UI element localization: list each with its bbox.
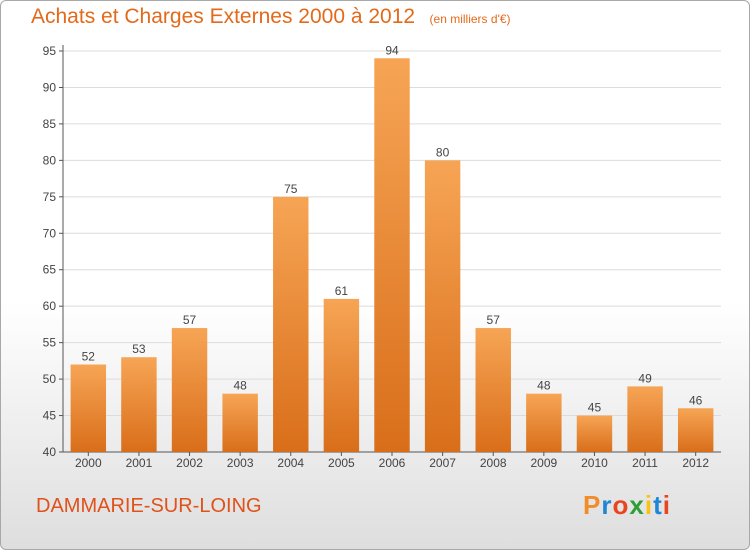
bar xyxy=(70,364,107,452)
x-tick-label: 2007 xyxy=(429,456,456,470)
y-tick-label: 90 xyxy=(43,80,57,94)
chart-unit-label: (en milliers d'€) xyxy=(429,12,511,26)
x-tick-label: 2001 xyxy=(126,456,153,470)
bar-value-label: 57 xyxy=(183,313,197,327)
x-tick-label: 2009 xyxy=(530,456,557,470)
logo-letter: i xyxy=(662,490,671,520)
bar xyxy=(576,415,613,452)
y-tick-label: 70 xyxy=(43,226,57,240)
bar-value-label: 61 xyxy=(335,284,349,298)
logo-letter: x xyxy=(629,490,645,520)
y-tick-label: 65 xyxy=(43,263,57,277)
commune-name: DAMMARIE-SUR-LOING xyxy=(36,495,262,517)
x-tick-label: 2006 xyxy=(379,456,406,470)
x-tick-label: 2011 xyxy=(632,456,658,470)
proxiti-logo[interactable]: Proxiti xyxy=(583,490,671,521)
x-tick-label: 2002 xyxy=(176,456,203,470)
y-tick-label: 95 xyxy=(43,44,57,58)
x-tick-label: 2000 xyxy=(75,456,102,470)
bar xyxy=(121,357,157,452)
bar-value-label: 53 xyxy=(132,342,146,356)
bar-value-label: 57 xyxy=(487,313,501,327)
x-tick-label: 2010 xyxy=(581,456,608,470)
chart-title-text: Achats et Charges Externes 2000 à 2012 xyxy=(31,5,416,28)
y-tick-label: 75 xyxy=(43,190,57,204)
y-tick-label: 50 xyxy=(43,372,57,386)
logo-letter: t xyxy=(653,490,663,520)
y-tick-label: 40 xyxy=(43,445,57,459)
bar xyxy=(677,408,714,452)
chart-title: Achats et Charges Externes 2000 à 2012 (… xyxy=(31,5,511,29)
bar xyxy=(171,328,208,452)
x-tick-label: 2004 xyxy=(277,456,304,470)
bar xyxy=(273,196,309,452)
bar-value-label: 46 xyxy=(689,393,703,407)
bar-value-label: 48 xyxy=(537,379,551,393)
bar xyxy=(475,328,511,452)
x-tick-label: 2012 xyxy=(682,456,709,470)
bar-value-label: 48 xyxy=(233,379,247,393)
bar xyxy=(323,298,360,452)
x-tick-label: 2003 xyxy=(227,456,254,470)
bar xyxy=(374,58,410,453)
bar xyxy=(627,386,663,452)
y-tick-label: 80 xyxy=(43,153,57,167)
y-tick-label: 45 xyxy=(43,409,57,423)
bar-value-label: 75 xyxy=(284,182,298,196)
y-tick-label: 85 xyxy=(43,117,57,131)
bar-value-label: 49 xyxy=(638,371,652,385)
logo-letter: i xyxy=(644,490,654,520)
bar-value-label: 52 xyxy=(82,350,96,364)
bar-value-label: 94 xyxy=(385,43,399,57)
logo-letter: r xyxy=(601,490,613,520)
y-tick-label: 55 xyxy=(43,336,57,350)
y-tick-label: 60 xyxy=(43,299,57,313)
bar xyxy=(222,393,258,452)
bar xyxy=(424,160,461,452)
logo-letter: o xyxy=(612,490,630,520)
logo-letter: P xyxy=(583,490,602,520)
x-tick-label: 2008 xyxy=(480,456,507,470)
x-tick-label: 2005 xyxy=(328,456,355,470)
bar xyxy=(526,393,562,452)
bar-value-label: 45 xyxy=(588,401,602,415)
bar-value-label: 80 xyxy=(436,145,450,159)
